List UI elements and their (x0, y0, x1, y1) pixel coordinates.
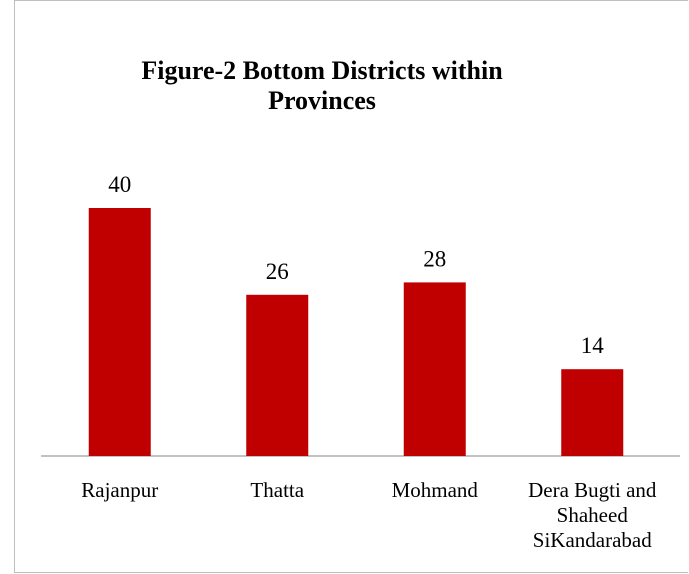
data-label: 26 (266, 259, 289, 284)
chart-title: Figure-2 Bottom Districts within Provinc… (141, 56, 503, 115)
x-tick-label: Mohmand (391, 478, 478, 502)
bar (403, 282, 466, 456)
x-tick-label: Dera Bugti and Shaheed SiKandarabad (528, 478, 657, 552)
bar (88, 208, 151, 456)
bar (561, 369, 624, 456)
bar (246, 294, 309, 456)
data-label: 14 (581, 333, 605, 358)
data-label: 40 (108, 172, 131, 197)
x-tick-label: Thatta (250, 478, 305, 502)
x-tick-label: Rajanpur (81, 478, 159, 502)
data-label: 28 (423, 246, 446, 271)
chart-frame (14, 0, 688, 573)
